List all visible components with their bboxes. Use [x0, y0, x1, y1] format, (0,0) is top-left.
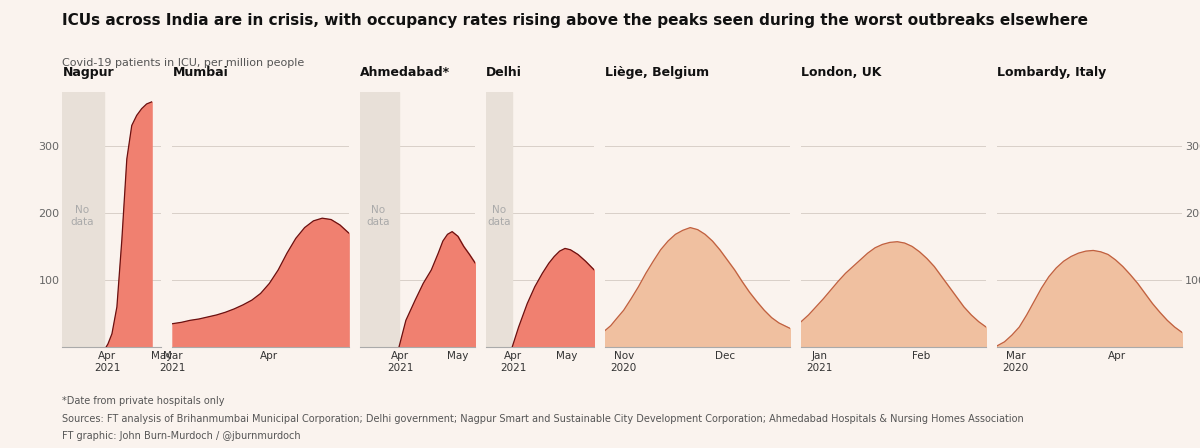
Text: London, UK: London, UK: [802, 66, 882, 79]
Text: *Date from private hospitals only: *Date from private hospitals only: [62, 396, 224, 406]
Text: No
data: No data: [487, 205, 510, 227]
Text: Nagpur: Nagpur: [62, 66, 114, 79]
Text: Lombardy, Italy: Lombardy, Italy: [997, 66, 1106, 79]
Bar: [62, 92, 104, 347]
Text: No
data: No data: [71, 205, 94, 227]
Text: ICUs across India are in crisis, with occupancy rates rising above the peaks see: ICUs across India are in crisis, with oc…: [62, 13, 1088, 28]
Text: Sources: FT analysis of Brihanmumbai Municipal Corporation; Delhi government; Na: Sources: FT analysis of Brihanmumbai Mun…: [62, 414, 1024, 423]
Text: FT graphic: John Burn-Murdoch / @jburnmurdoch: FT graphic: John Burn-Murdoch / @jburnmu…: [62, 431, 301, 440]
Bar: [486, 92, 512, 347]
Text: Mumbai: Mumbai: [173, 66, 228, 79]
Text: Delhi: Delhi: [486, 66, 522, 79]
Text: Covid-19 patients in ICU, per million people: Covid-19 patients in ICU, per million pe…: [62, 58, 305, 68]
Text: Ahmedabad*: Ahmedabad*: [360, 66, 450, 79]
Text: Liège, Belgium: Liège, Belgium: [605, 66, 709, 79]
Text: No
data: No data: [367, 205, 390, 227]
Bar: [360, 92, 398, 347]
